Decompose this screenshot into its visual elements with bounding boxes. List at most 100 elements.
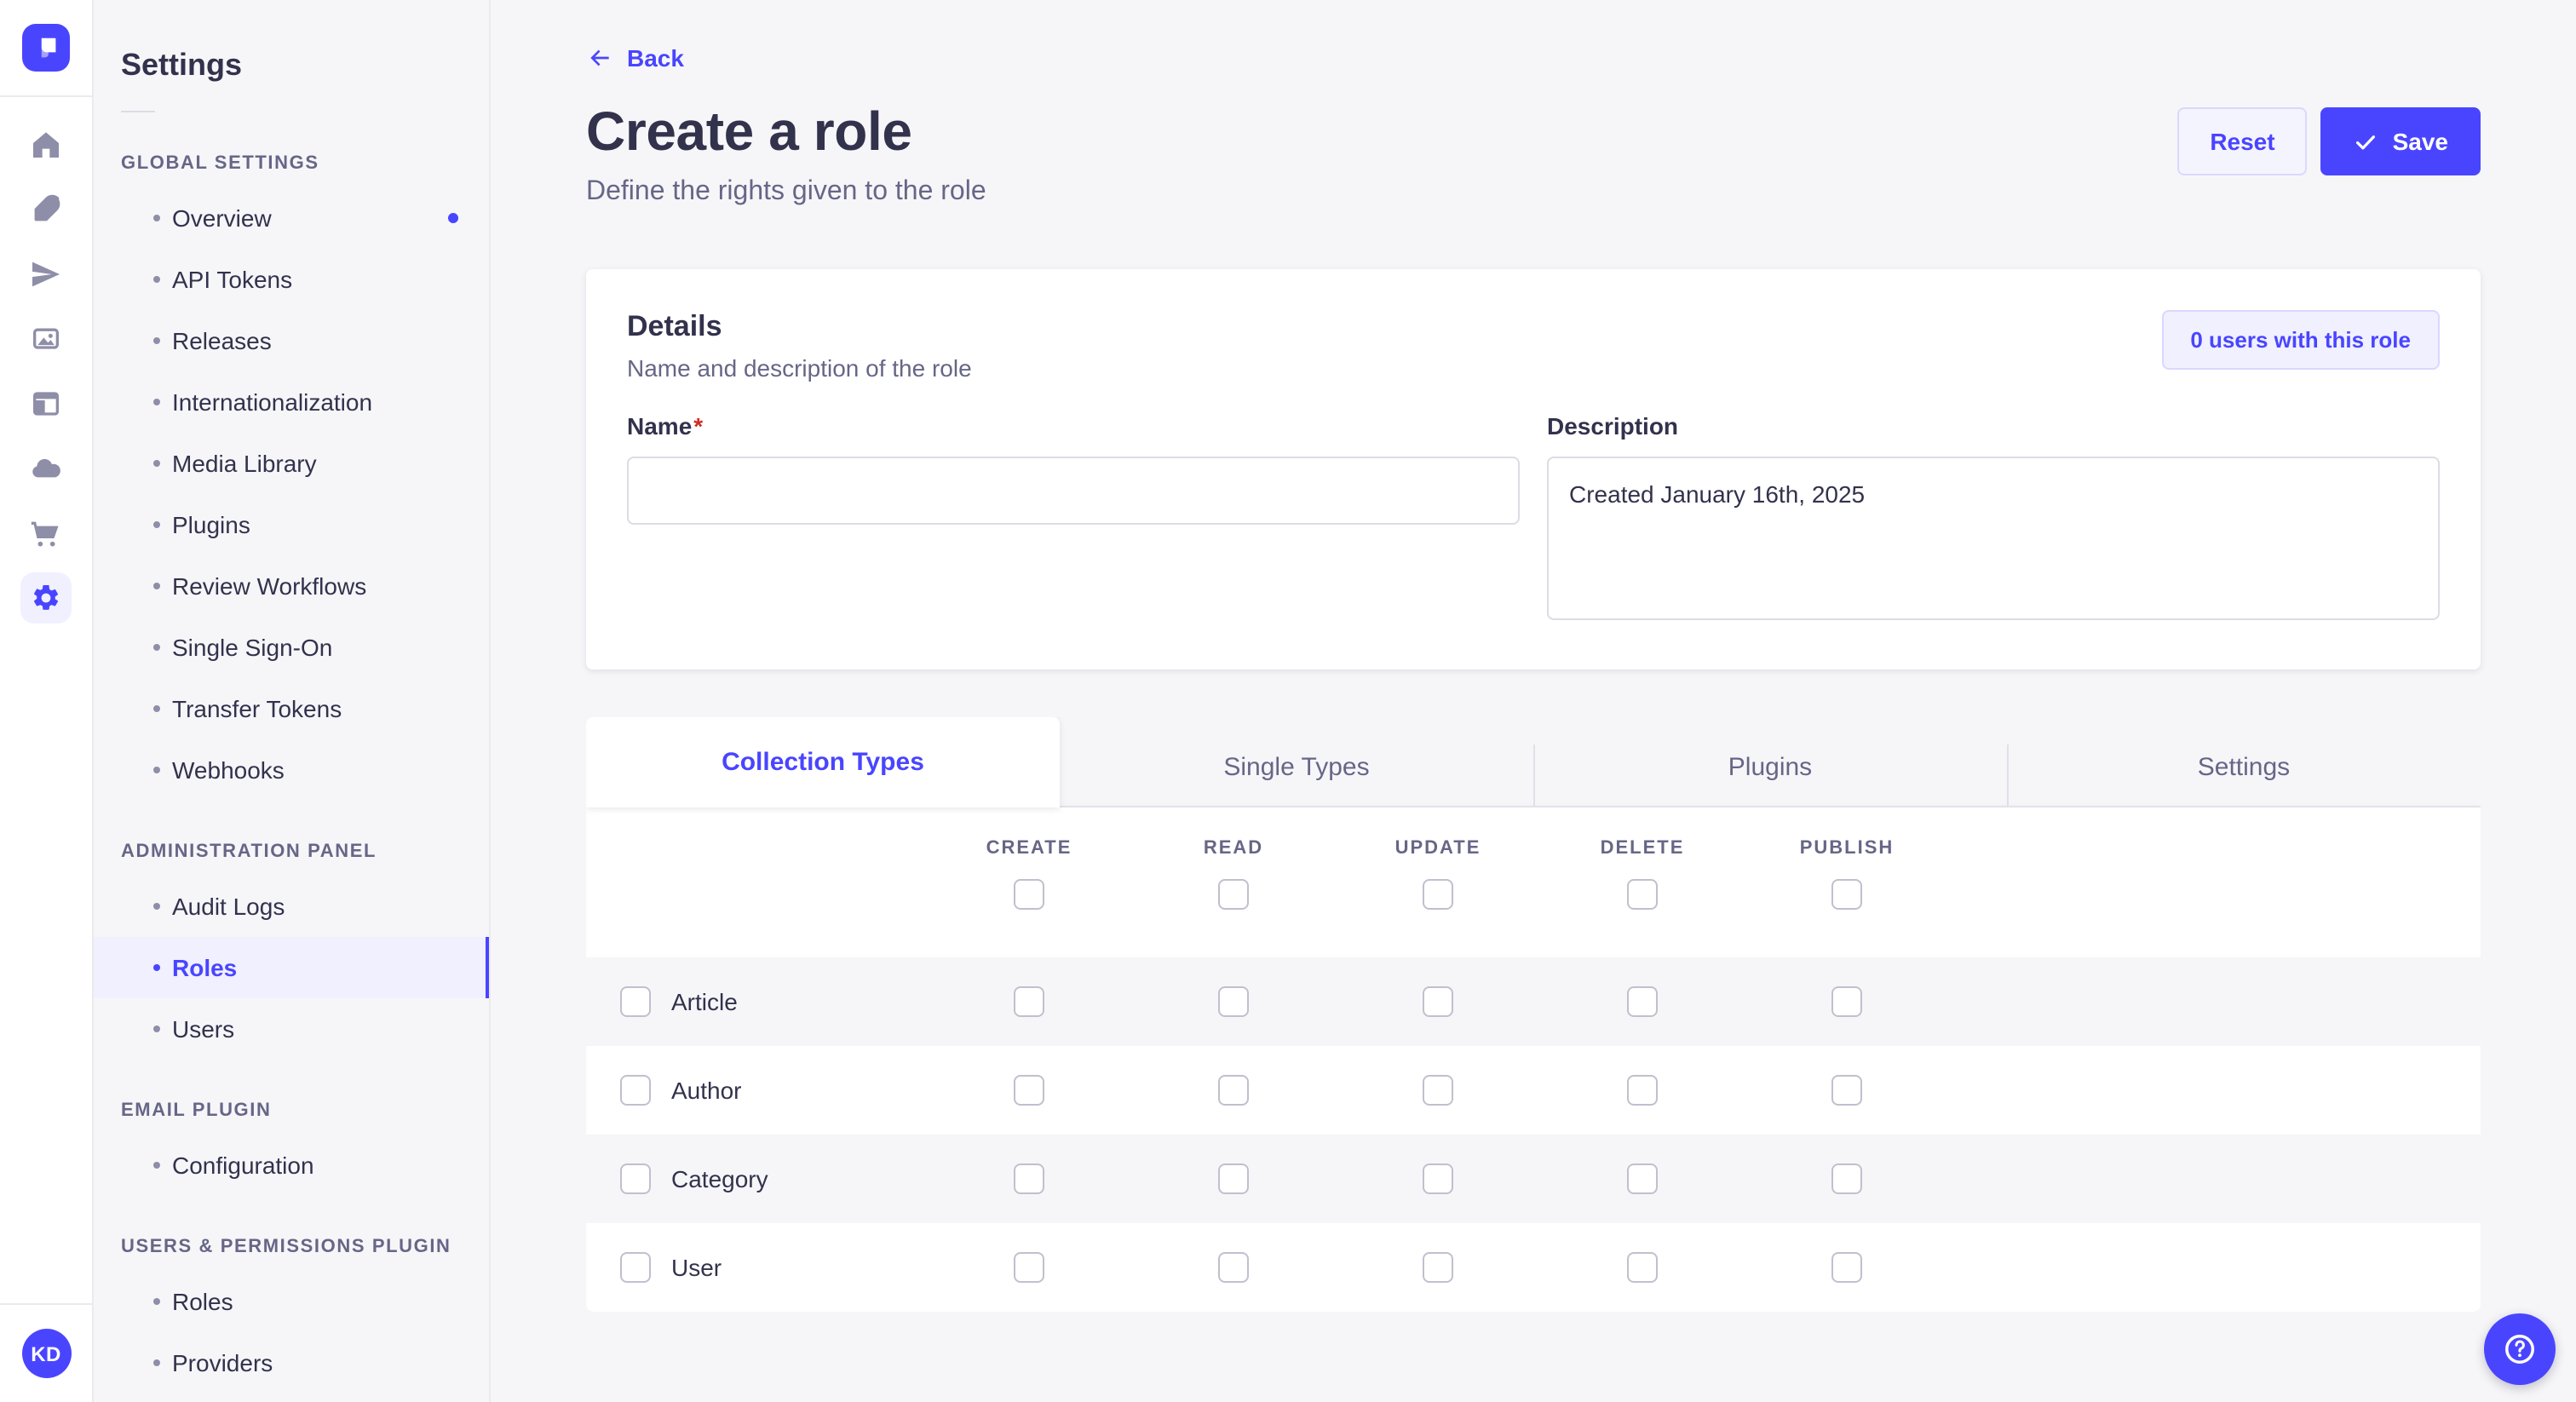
- strapi-logo-glyph: [41, 37, 56, 58]
- column-header-update: UPDATE: [1394, 838, 1481, 859]
- article-delete-checkbox[interactable]: [1627, 986, 1658, 1017]
- sidebar-item-label: Releases: [172, 327, 272, 354]
- sidebar-item-audit-logs[interactable]: Audit Logs: [94, 876, 489, 937]
- sidebar-item-overview[interactable]: Overview: [94, 187, 489, 249]
- user-delete-checkbox[interactable]: [1627, 1252, 1658, 1283]
- user-update-checkbox[interactable]: [1423, 1252, 1453, 1283]
- section-label-global-settings: GLOBAL SETTINGS: [121, 153, 319, 174]
- sidebar-item-api-tokens[interactable]: API Tokens: [94, 249, 489, 310]
- description-field-group: Description Created January 16th, 2025: [1547, 412, 2440, 629]
- select-all-delete-checkbox[interactable]: [1627, 879, 1658, 910]
- section-label-users-permissions-plugin: USERS & PERMISSIONS PLUGIN: [121, 1237, 451, 1257]
- category-read-checkbox[interactable]: [1218, 1164, 1249, 1194]
- select-all-create-checkbox[interactable]: [1014, 879, 1044, 910]
- author-update-checkbox[interactable]: [1423, 1075, 1453, 1106]
- save-label: Save: [2392, 128, 2448, 155]
- sidebar-item-webhooks[interactable]: Webhooks: [94, 739, 489, 801]
- strapi-logo[interactable]: [22, 24, 70, 72]
- sidebar-item-roles[interactable]: Roles: [94, 937, 489, 998]
- article-publish-checkbox[interactable]: [1831, 986, 1862, 1017]
- back-link[interactable]: Back: [586, 44, 684, 72]
- layout-icon[interactable]: [14, 371, 78, 436]
- cloud-icon[interactable]: [14, 436, 78, 501]
- permissions-card: Collection Types Single Types Plugins Se…: [586, 717, 2481, 1312]
- arrow-left-icon: [590, 49, 609, 66]
- category-create-checkbox[interactable]: [1014, 1164, 1044, 1194]
- column-header-publish: PUBLISH: [1799, 838, 1895, 859]
- author-delete-checkbox[interactable]: [1627, 1075, 1658, 1106]
- tab-single-types[interactable]: Single Types: [1060, 727, 1533, 807]
- select-all-update-checkbox[interactable]: [1423, 879, 1453, 910]
- cart-icon[interactable]: [14, 501, 78, 566]
- home-icon[interactable]: [14, 112, 78, 177]
- category-update-checkbox[interactable]: [1423, 1164, 1453, 1194]
- sidebar-item-label: Providers: [172, 1349, 273, 1376]
- user-read-checkbox[interactable]: [1218, 1252, 1249, 1283]
- description-label: Description: [1547, 412, 1679, 440]
- sidebar-item-internationalization[interactable]: Internationalization: [94, 371, 489, 433]
- media-library-icon[interactable]: [14, 307, 78, 371]
- tab-collection-types[interactable]: Collection Types: [586, 717, 1060, 807]
- category-delete-checkbox[interactable]: [1627, 1164, 1658, 1194]
- reset-button[interactable]: Reset: [2177, 107, 2308, 175]
- sidebar-item-media-library[interactable]: Media Library: [94, 433, 489, 494]
- paper-plane-icon[interactable]: [14, 242, 78, 307]
- tab-plugins[interactable]: Plugins: [1533, 727, 2007, 807]
- gear-icon[interactable]: [20, 572, 72, 623]
- sidebar-item-providers[interactable]: Providers: [94, 1332, 489, 1393]
- sidebar-item-label: Media Library: [172, 450, 317, 477]
- details-subtitle: Name and description of the role: [627, 354, 972, 382]
- feather-icon[interactable]: [14, 177, 78, 242]
- sidebar-item-configuration[interactable]: Configuration: [94, 1135, 489, 1196]
- user-create-checkbox[interactable]: [1014, 1252, 1044, 1283]
- sidebar-item-single-sign-on[interactable]: Single Sign-On: [94, 617, 489, 678]
- sidebar-item-review-workflows[interactable]: Review Workflows: [94, 555, 489, 617]
- sidebar-item-label: Webhooks: [172, 756, 285, 784]
- name-input[interactable]: [627, 457, 1520, 525]
- sidebar-title-divider: [121, 111, 155, 112]
- sidebar-item-plugins[interactable]: Plugins: [94, 494, 489, 555]
- select-all-publish-checkbox[interactable]: [1831, 879, 1862, 910]
- article-create-checkbox[interactable]: [1014, 986, 1044, 1017]
- main-content: Back Create a role Define the rights giv…: [491, 0, 2576, 1402]
- avatar[interactable]: KD: [21, 1329, 71, 1378]
- author-publish-checkbox[interactable]: [1831, 1075, 1862, 1106]
- rail-divider: [0, 95, 92, 97]
- save-button[interactable]: Save: [2320, 107, 2481, 175]
- sidebar-item-up-roles[interactable]: Roles: [94, 1271, 489, 1332]
- help-button[interactable]: [2484, 1313, 2556, 1385]
- sidebar-item-releases[interactable]: Releases: [94, 310, 489, 371]
- category-publish-checkbox[interactable]: [1831, 1164, 1862, 1194]
- users-with-role-button[interactable]: 0 users with this role: [2161, 310, 2440, 370]
- author-row-checkbox[interactable]: [620, 1075, 651, 1106]
- row-label: User: [671, 1254, 722, 1281]
- select-all-read-checkbox[interactable]: [1218, 879, 1249, 910]
- article-read-checkbox[interactable]: [1218, 986, 1249, 1017]
- permissions-table: CREATE READ UPDATE DELETE PUBLISH: [586, 807, 2481, 1312]
- row-label: Category: [671, 1165, 768, 1192]
- sidebar-item-label: Roles: [172, 954, 238, 981]
- row-label: Article: [671, 988, 738, 1015]
- author-create-checkbox[interactable]: [1014, 1075, 1044, 1106]
- page-title: Create a role: [586, 101, 912, 162]
- section-label-administration-panel: ADMINISTRATION PANEL: [121, 842, 377, 862]
- permissions-tabs: Collection Types Single Types Plugins Se…: [586, 717, 2481, 807]
- author-read-checkbox[interactable]: [1218, 1075, 1249, 1106]
- tab-settings[interactable]: Settings: [2007, 727, 2481, 807]
- user-row-checkbox[interactable]: [620, 1252, 651, 1283]
- question-icon: [2505, 1335, 2534, 1364]
- sidebar-item-users[interactable]: Users: [94, 998, 489, 1060]
- name-label: Name *: [627, 412, 704, 440]
- permissions-table-header: CREATE READ UPDATE DELETE PUBLISH: [586, 807, 2481, 957]
- description-textarea[interactable]: Created January 16th, 2025: [1547, 457, 2440, 620]
- sidebar-item-transfer-tokens[interactable]: Transfer Tokens: [94, 678, 489, 739]
- sidebar-item-label: Transfer Tokens: [172, 695, 342, 722]
- rail-divider: [0, 1303, 92, 1305]
- article-update-checkbox[interactable]: [1423, 986, 1453, 1017]
- article-row-checkbox[interactable]: [620, 986, 651, 1017]
- user-publish-checkbox[interactable]: [1831, 1252, 1862, 1283]
- category-row-checkbox[interactable]: [620, 1164, 651, 1194]
- name-field-group: Name *: [627, 412, 1520, 629]
